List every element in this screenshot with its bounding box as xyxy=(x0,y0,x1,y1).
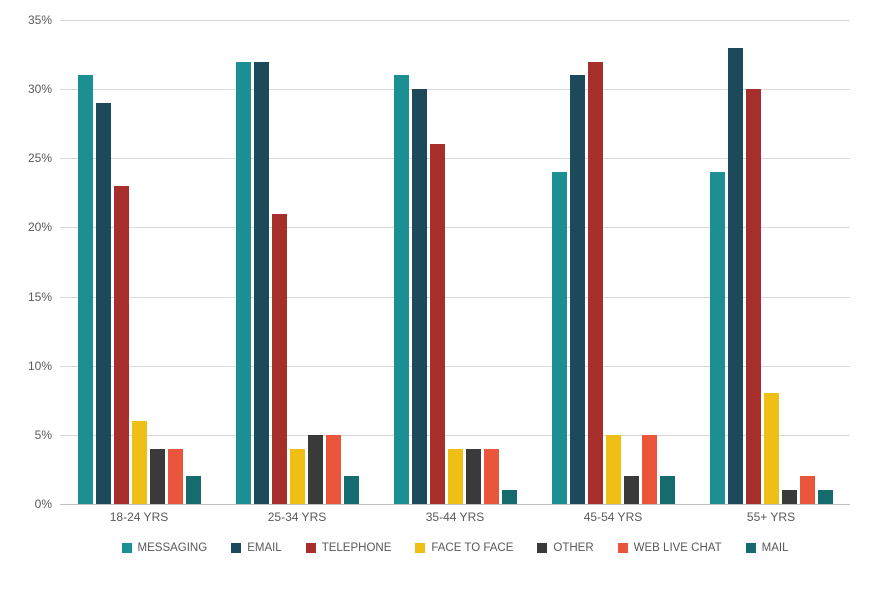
bar xyxy=(272,214,287,504)
legend-item: TELEPHONE xyxy=(306,542,392,554)
bar-cluster xyxy=(78,20,201,504)
bar xyxy=(186,476,201,504)
x-axis-tick-label: 25-34 YRS xyxy=(218,510,376,524)
y-axis-tick-label: 30% xyxy=(2,82,52,96)
y-axis-tick-label: 25% xyxy=(2,151,52,165)
legend-swatch xyxy=(231,543,241,553)
bar xyxy=(710,172,725,504)
gridline xyxy=(60,504,850,505)
bar xyxy=(344,476,359,504)
bar xyxy=(502,490,517,504)
bar xyxy=(782,490,797,504)
y-axis-tick-label: 5% xyxy=(2,428,52,442)
bar-group: 35-44 YRS xyxy=(376,20,534,504)
bar xyxy=(552,172,567,504)
bar xyxy=(114,186,129,504)
bar xyxy=(254,62,269,505)
bar xyxy=(818,490,833,504)
legend-swatch xyxy=(537,543,547,553)
legend-swatch xyxy=(415,543,425,553)
bar xyxy=(290,449,305,504)
bar-group: 45-54 YRS xyxy=(534,20,692,504)
legend-label: TELEPHONE xyxy=(322,542,392,554)
bar xyxy=(96,103,111,504)
x-axis-tick-label: 18-24 YRS xyxy=(60,510,218,524)
bar xyxy=(642,435,657,504)
bar xyxy=(132,421,147,504)
bar xyxy=(800,476,815,504)
bar xyxy=(606,435,621,504)
communication-by-age-bar-chart: 0% 5% 10% 15% 20% 25% 30% 35% 18-24 YRS25-34 YRS… xyxy=(0,0,870,594)
bar-group: 18-24 YRS xyxy=(60,20,218,504)
y-axis-tick-label: 10% xyxy=(2,359,52,373)
x-axis-tick-label: 35-44 YRS xyxy=(376,510,534,524)
bar xyxy=(326,435,341,504)
legend-label: EMAIL xyxy=(247,542,282,554)
bar xyxy=(624,476,639,504)
bar xyxy=(660,476,675,504)
legend-label: OTHER xyxy=(553,542,593,554)
bar-cluster xyxy=(394,20,517,504)
bar xyxy=(746,89,761,504)
legend-label: MAIL xyxy=(762,542,789,554)
legend: MESSAGING EMAIL TELEPHONE FACE TO FACE OTHER… xyxy=(60,538,850,558)
bar xyxy=(168,449,183,504)
x-axis-tick-label: 45-54 YRS xyxy=(534,510,692,524)
legend-label: FACE TO FACE xyxy=(431,542,513,554)
y-axis-tick-label: 15% xyxy=(2,290,52,304)
bar xyxy=(466,449,481,504)
legend-item: EMAIL xyxy=(231,542,282,554)
bar xyxy=(150,449,165,504)
legend-swatch xyxy=(746,543,756,553)
legend-swatch xyxy=(122,543,132,553)
bar xyxy=(236,62,251,505)
bar-group: 55+ YRS xyxy=(692,20,850,504)
bars-row: 18-24 YRS25-34 YRS35-44 YRS45-54 YRS55+ … xyxy=(60,20,850,504)
legend-item: MAIL xyxy=(746,542,789,554)
y-axis-tick-label: 20% xyxy=(2,220,52,234)
legend-swatch xyxy=(618,543,628,553)
y-axis-tick-label: 35% xyxy=(2,13,52,27)
legend-item: MESSAGING xyxy=(122,542,208,554)
bar xyxy=(570,75,585,504)
bar xyxy=(484,449,499,504)
bar-cluster xyxy=(710,20,833,504)
legend-item: FACE TO FACE xyxy=(415,542,513,554)
bar xyxy=(78,75,93,504)
legend-item: OTHER xyxy=(537,542,593,554)
legend-item: WEB LIVE CHAT xyxy=(618,542,722,554)
bar-cluster xyxy=(236,20,359,504)
x-axis-tick-label: 55+ YRS xyxy=(692,510,850,524)
bar xyxy=(764,393,779,504)
y-axis-tick-label: 0% xyxy=(2,497,52,511)
bar xyxy=(430,144,445,504)
bar xyxy=(308,435,323,504)
bar xyxy=(588,62,603,505)
bar xyxy=(728,48,743,504)
bar-cluster xyxy=(552,20,675,504)
bar xyxy=(394,75,409,504)
bar xyxy=(412,89,427,504)
legend-label: MESSAGING xyxy=(138,542,208,554)
bar xyxy=(448,449,463,504)
legend-swatch xyxy=(306,543,316,553)
legend-label: WEB LIVE CHAT xyxy=(634,542,722,554)
plot-area: 0%5%10%15%20%25%30%35%18-24 YRS25-34 YRS… xyxy=(60,20,850,505)
bar-group: 25-34 YRS xyxy=(218,20,376,504)
